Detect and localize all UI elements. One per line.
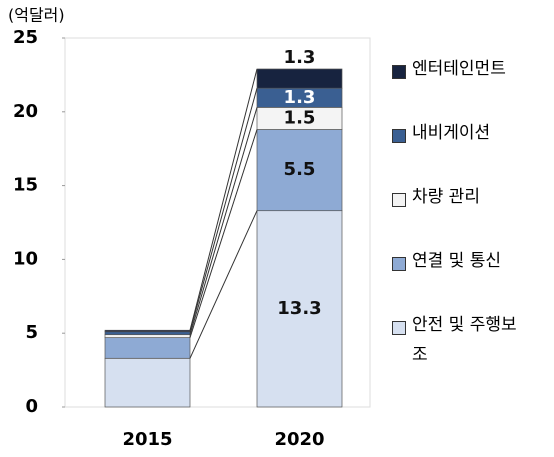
bar-segment (104, 357, 191, 408)
connector (189, 107, 258, 335)
y-tick-label: 20 (13, 101, 38, 122)
bar-segment (256, 68, 343, 89)
y-tick-label: 0 (25, 396, 38, 417)
legend-label: 내비게이션 (412, 123, 491, 143)
data-label: 1.3 (284, 47, 316, 68)
legend-item: 차량 관리 (392, 187, 542, 252)
x-tick-label: 2015 (122, 429, 172, 450)
legend-item: 엔터테인먼트 (392, 59, 542, 124)
legend-swatch (392, 129, 406, 143)
bar-segment (104, 337, 191, 359)
legend-label: 연결 및 통신 (412, 251, 502, 271)
legend-label: 엔터테인먼트 (412, 59, 506, 79)
bar-segment (104, 334, 191, 338)
legend-label: 안전 및 주행보조 (412, 315, 517, 365)
bar-segment (256, 210, 343, 408)
y-tick-label: 15 (13, 175, 38, 196)
connector (189, 88, 258, 332)
y-tick-label: 5 (25, 322, 38, 343)
data-label: 1.3 (284, 87, 316, 108)
legend-swatch (392, 257, 406, 271)
connector (189, 210, 258, 359)
legend-swatch (392, 65, 406, 79)
data-label: 1.5 (284, 107, 316, 128)
y-tick-label: 25 (13, 27, 38, 48)
bar-segment (104, 329, 191, 333)
legend-item: 연결 및 통신 (392, 251, 542, 316)
x-tick-label: 2020 (274, 429, 324, 450)
unit-label: (억달러) (8, 6, 65, 25)
data-label: 13.3 (277, 298, 321, 319)
bar-segment (104, 331, 191, 336)
connector (189, 129, 258, 338)
y-tick-label: 10 (13, 248, 38, 269)
plot-frame (64, 37, 371, 408)
legend-label: 차량 관리 (412, 187, 480, 207)
legend-item: 안전 및 주행보조 (392, 315, 542, 380)
legend-swatch (392, 321, 406, 335)
bar-segment (256, 129, 343, 212)
data-label: 5.5 (284, 159, 316, 180)
connector (189, 68, 258, 331)
legend-swatch (392, 193, 406, 207)
legend-item: 내비게이션 (392, 123, 542, 188)
